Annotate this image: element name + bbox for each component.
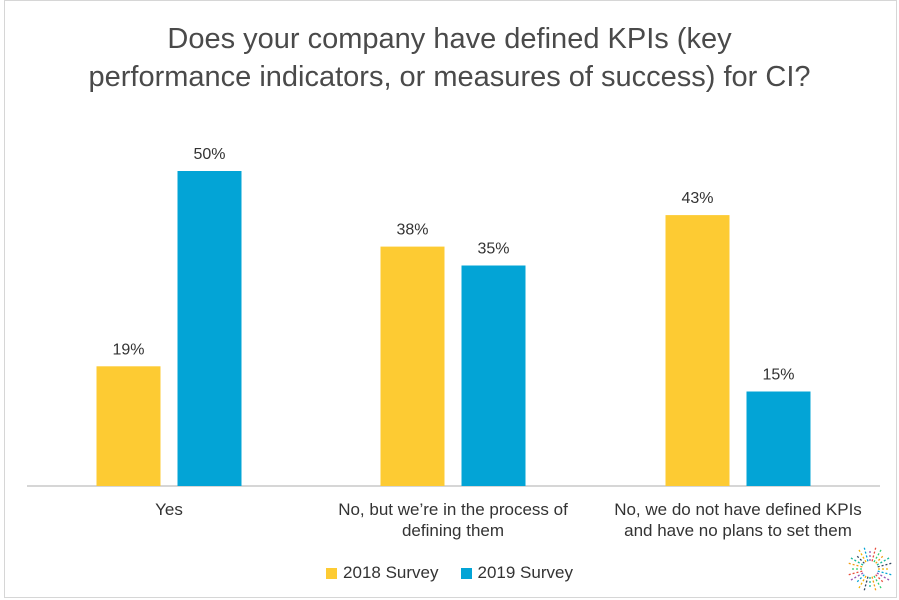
bar-2018-1 xyxy=(380,246,445,486)
chart-title-line-1: Does your company have defined KPIs (key xyxy=(167,23,732,55)
legend-swatch-2019 xyxy=(460,567,472,579)
category-label-1-line-0: No, but we’re in the process of xyxy=(338,500,568,519)
bar-2019-1 xyxy=(461,265,526,486)
legend-item-2019: 2019 Survey xyxy=(460,563,573,583)
legend-swatch-2018 xyxy=(326,567,338,579)
data-label-2019-2: 15% xyxy=(762,367,794,384)
category-label-1-line-1: defining them xyxy=(402,521,504,540)
category-label-2-line-0: No, we do not have defined KPIs xyxy=(614,500,862,519)
bar-2018-0 xyxy=(96,366,161,486)
chart-frame xyxy=(4,0,897,598)
data-label-2018-1: 38% xyxy=(396,222,428,239)
data-label-2019-1: 35% xyxy=(477,241,509,258)
category-label-0-line-0: Yes xyxy=(155,500,183,519)
chart-title-line-2: performance indicators, or measures of s… xyxy=(88,61,811,93)
legend-label-2019: 2019 Survey xyxy=(477,563,573,582)
bar-2018-2 xyxy=(665,215,730,486)
data-label-2018-0: 19% xyxy=(112,341,144,358)
logo-icon xyxy=(846,545,894,593)
bar-2019-2 xyxy=(746,391,811,486)
legend-label-2018: 2018 Survey xyxy=(343,563,439,582)
bar-2019-0 xyxy=(177,171,242,486)
legend: 2018 Survey 2019 Survey xyxy=(0,563,899,583)
category-label-2-line-1: and have no plans to set them xyxy=(624,521,852,540)
legend-item-2018: 2018 Survey xyxy=(326,563,439,583)
data-label-2018-2: 43% xyxy=(681,190,713,207)
chart-title: Does your company have defined KPIs (key… xyxy=(0,20,899,96)
data-label-2019-0: 50% xyxy=(193,146,225,163)
